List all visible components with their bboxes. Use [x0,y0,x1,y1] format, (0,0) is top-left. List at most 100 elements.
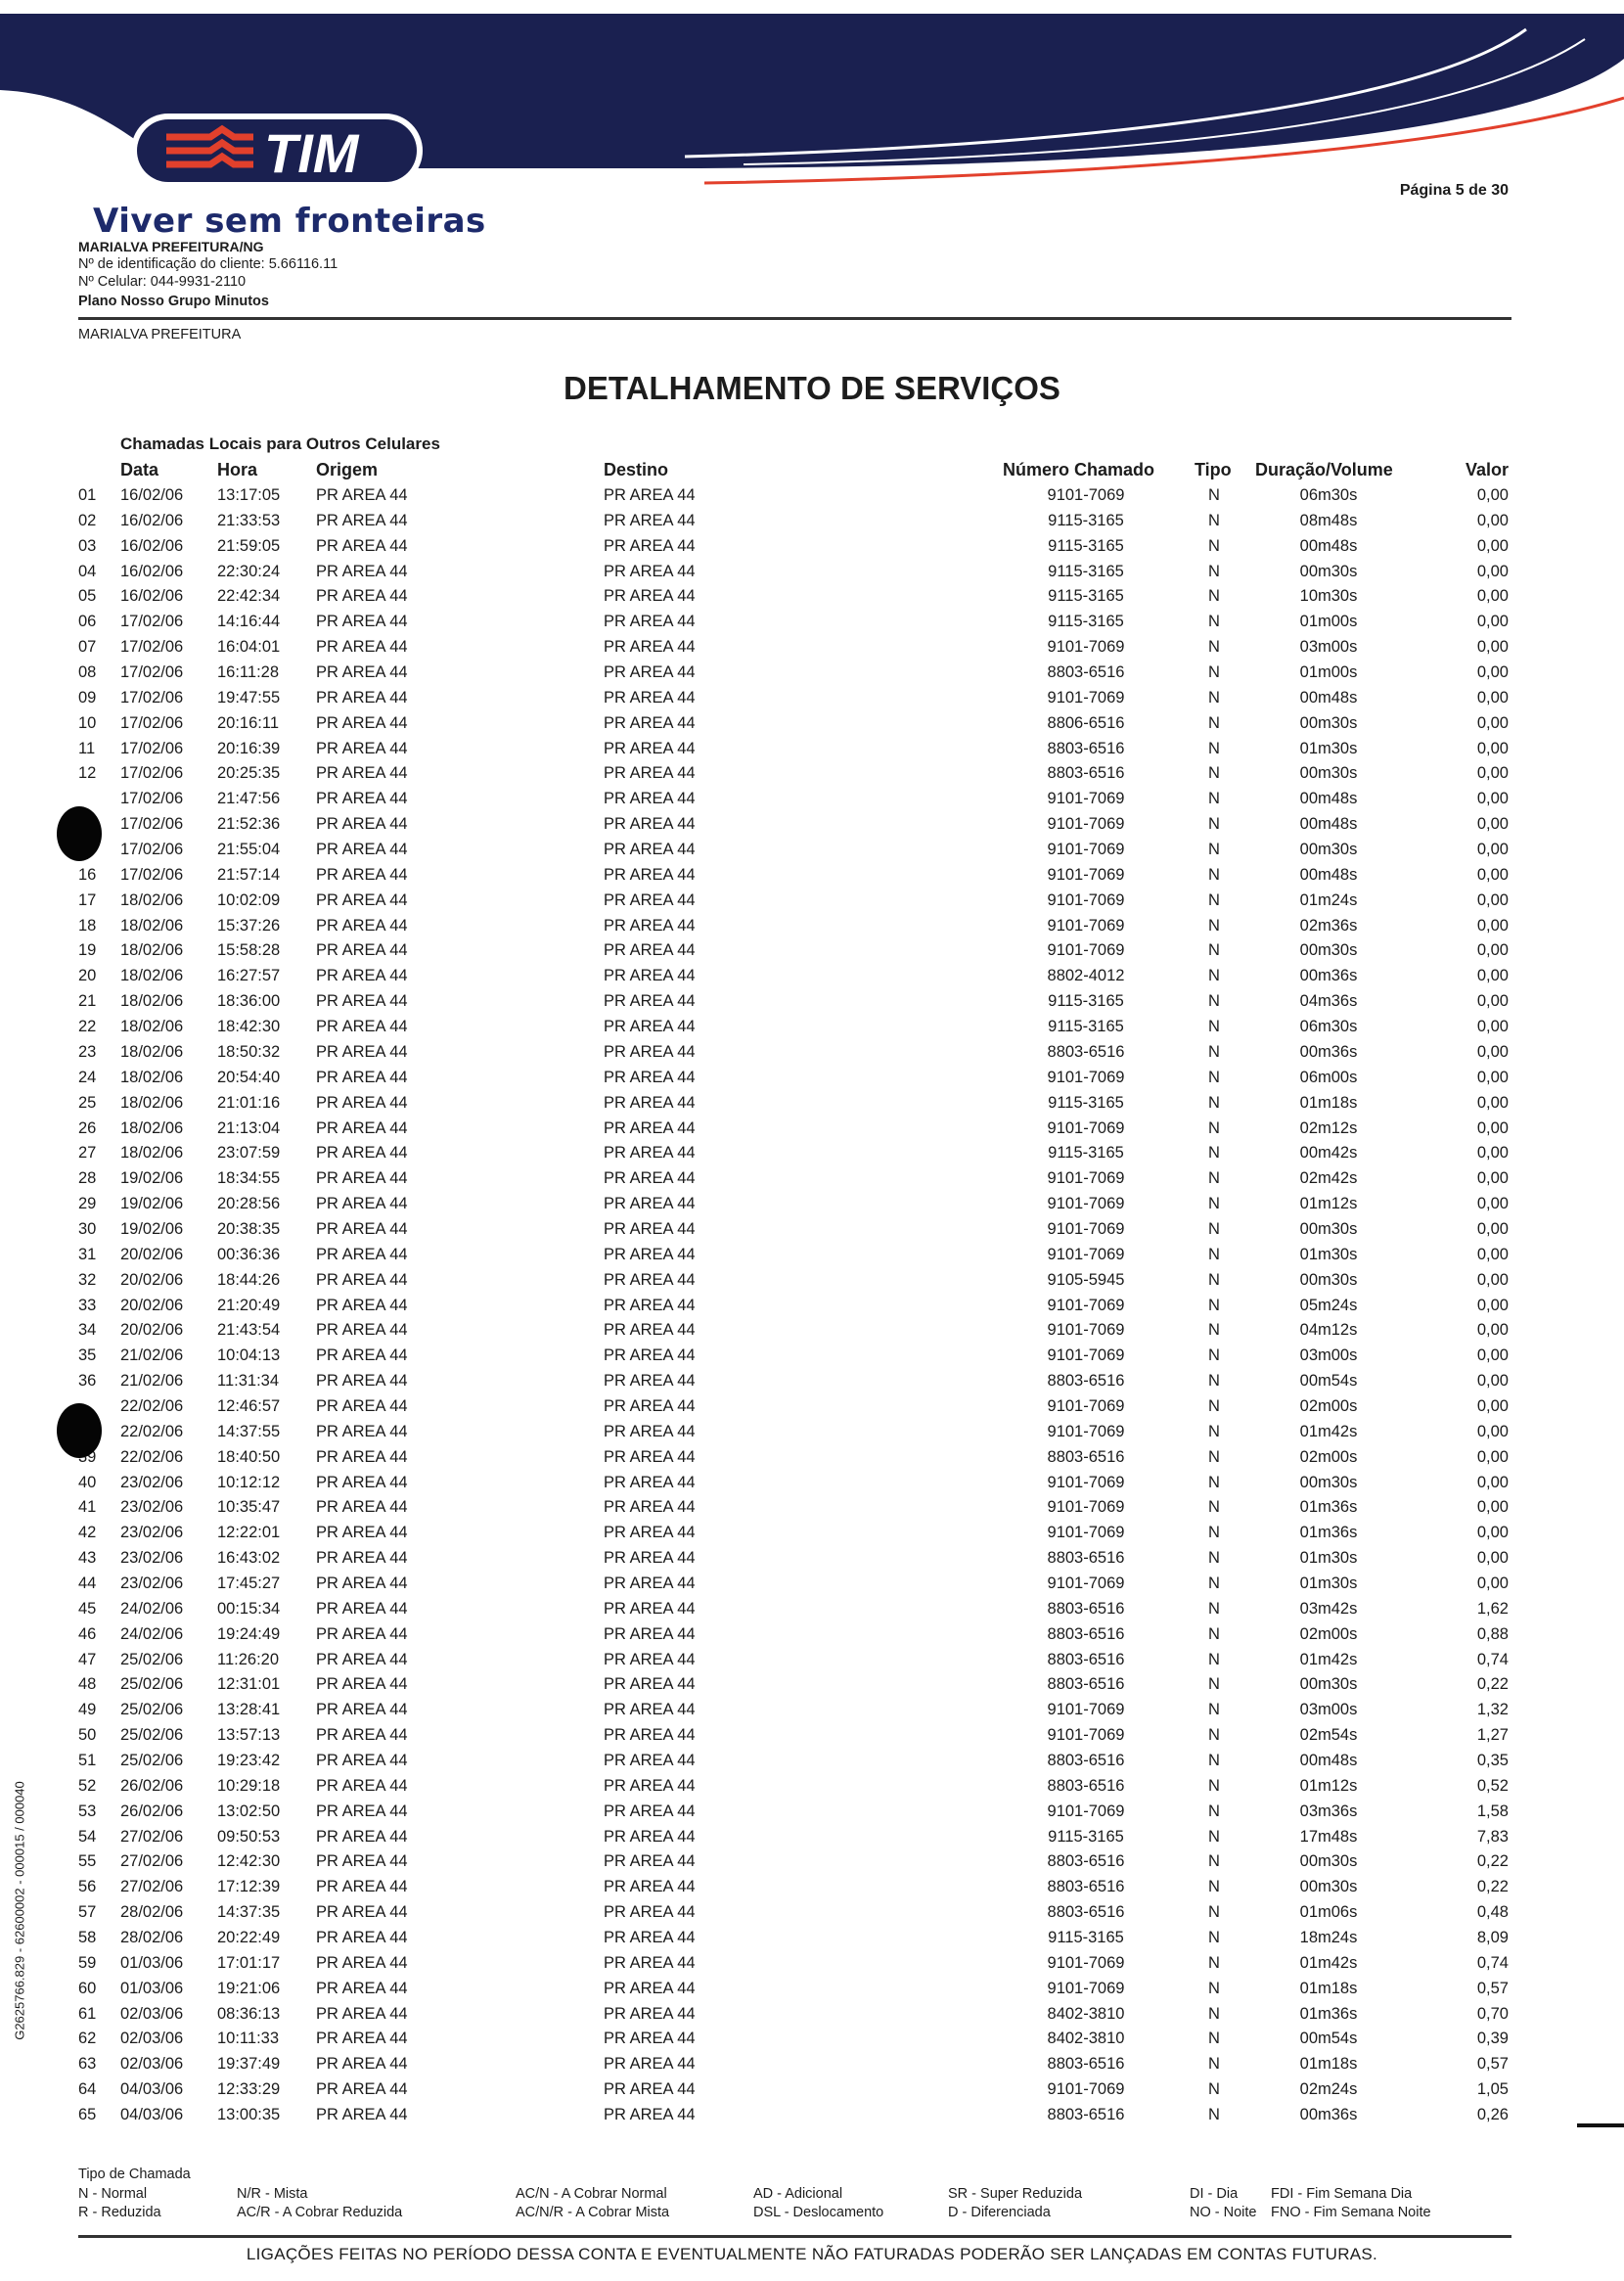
duration: 02m54s [1299,1726,1358,1745]
called-number: 9101-7069 [1047,1321,1125,1340]
table-row: 31 20/02/06 00:36:36 PR AREA 44 PR AREA 44 91… [0,1246,1624,1271]
value: 0,00 [1476,1195,1509,1213]
table-row: 45 24/02/06 00:15:34 PR AREA 44 PR AREA 44 88… [0,1600,1624,1625]
duration: 00m36s [1299,1042,1358,1061]
destination: PR AREA 44 [604,1929,696,1947]
call-time: 20:38:35 [217,1219,281,1238]
call-date: 18/02/06 [120,1118,184,1137]
call-date: 17/02/06 [120,790,184,808]
duration: 01m00s [1299,613,1358,631]
table-row: 19 18/02/06 15:58:28 PR AREA 44 PR AREA 44 91… [0,941,1624,967]
call-type: N [1208,1270,1220,1289]
destination: PR AREA 44 [604,1599,696,1618]
called-number: 9101-7069 [1047,941,1125,960]
table-row: 32 20/02/06 18:44:26 PR AREA 44 PR AREA 44 91… [0,1271,1624,1297]
destination: PR AREA 44 [604,1447,696,1466]
footer-divider [78,2235,1511,2238]
row-number: 33 [78,1296,97,1314]
row-number: 30 [78,1219,97,1238]
destination: PR AREA 44 [604,688,696,707]
value: 0,00 [1476,790,1509,808]
destination: PR AREA 44 [604,1270,696,1289]
table-row: 52 26/02/06 10:29:18 PR AREA 44 PR AREA 44 88… [0,1777,1624,1802]
section-title: Chamadas Locais para Outros Celulares [120,434,440,453]
call-type: N [1208,562,1220,580]
called-number: 9101-7069 [1047,1422,1125,1440]
destination: PR AREA 44 [604,713,696,732]
legend-item: NO - Noite [1190,2205,1257,2220]
call-type: N [1208,739,1220,757]
row-number: 24 [78,1068,97,1086]
call-time: 19:37:49 [217,2055,281,2074]
call-date: 25/02/06 [120,1726,184,1745]
page-title: DETALHAMENTO DE SERVIÇOS [564,370,1060,406]
called-number: 8803-6516 [1047,1549,1125,1568]
destination: PR AREA 44 [604,2030,696,2048]
origin: PR AREA 44 [316,992,408,1011]
call-time: 21:01:16 [217,1093,281,1112]
table-row: 10 17/02/06 20:16:11 PR AREA 44 PR AREA 44 88… [0,714,1624,740]
origin: PR AREA 44 [316,1118,408,1137]
origin: PR AREA 44 [316,1473,408,1491]
called-number: 9101-7069 [1047,1346,1125,1365]
origin: PR AREA 44 [316,638,408,657]
value: 0,00 [1476,713,1509,732]
origin: PR AREA 44 [316,536,408,555]
row-number: 42 [78,1524,97,1542]
origin: PR AREA 44 [316,587,408,606]
call-type: N [1208,1701,1220,1719]
destination: PR AREA 44 [604,1776,696,1795]
call-type: N [1208,1903,1220,1922]
duration: 00m30s [1299,764,1358,783]
row-number: 06 [78,613,97,631]
call-date: 17/02/06 [120,613,184,631]
called-number: 8803-6516 [1047,2055,1125,2074]
row-number: 17 [78,890,97,909]
destination: PR AREA 44 [604,663,696,682]
destination: PR AREA 44 [604,1018,696,1036]
origin: PR AREA 44 [316,1903,408,1922]
call-date: 18/02/06 [120,916,184,935]
called-number: 9101-7069 [1047,1169,1125,1188]
call-time: 21:47:56 [217,790,281,808]
table-row: 54 27/02/06 09:50:53 PR AREA 44 PR AREA 44 91… [0,1828,1624,1853]
call-type: N [1208,2080,1220,2099]
called-number: 9101-7069 [1047,1979,1125,1997]
call-date: 25/02/06 [120,1650,184,1668]
col-data: Data [120,460,159,479]
origin: PR AREA 44 [316,613,408,631]
call-type: N [1208,1144,1220,1163]
legend-item: AC/N/R - A Cobrar Mista [516,2205,670,2220]
call-date: 25/02/06 [120,1675,184,1694]
called-number: 9115-3165 [1048,511,1124,529]
svg-text:TIM: TIM [264,122,360,184]
table-row: 50 25/02/06 13:57:13 PR AREA 44 PR AREA 44 91… [0,1726,1624,1752]
origin: PR AREA 44 [316,1878,408,1896]
origin: PR AREA 44 [316,1979,408,1997]
value: 0,74 [1476,1953,1509,1972]
value: 0,22 [1476,1852,1509,1871]
origin: PR AREA 44 [316,1321,408,1340]
destination: PR AREA 44 [604,1953,696,1972]
destination: PR AREA 44 [604,790,696,808]
called-number: 9101-7069 [1047,1245,1125,1263]
call-time: 12:33:29 [217,2080,281,2099]
row-number: 58 [78,1929,97,1947]
duration: 00m48s [1299,688,1358,707]
value: 0,00 [1476,764,1509,783]
call-date: 22/02/06 [120,1447,184,1466]
origin: PR AREA 44 [316,511,408,529]
called-number: 9101-7069 [1047,1118,1125,1137]
value: 0,39 [1476,2030,1509,2048]
call-time: 17:01:17 [217,1953,281,1972]
value: 0,00 [1476,1219,1509,1238]
origin: PR AREA 44 [316,1093,408,1112]
call-type: N [1208,1524,1220,1542]
call-type: N [1208,1574,1220,1592]
row-number: 50 [78,1726,97,1745]
called-number: 9115-3165 [1048,587,1124,606]
origin: PR AREA 44 [316,1726,408,1745]
table-row: 35 21/02/06 10:04:13 PR AREA 44 PR AREA 44 91… [0,1346,1624,1372]
table-row: 03 16/02/06 21:59:05 PR AREA 44 PR AREA 44 91… [0,537,1624,563]
destination: PR AREA 44 [604,536,696,555]
